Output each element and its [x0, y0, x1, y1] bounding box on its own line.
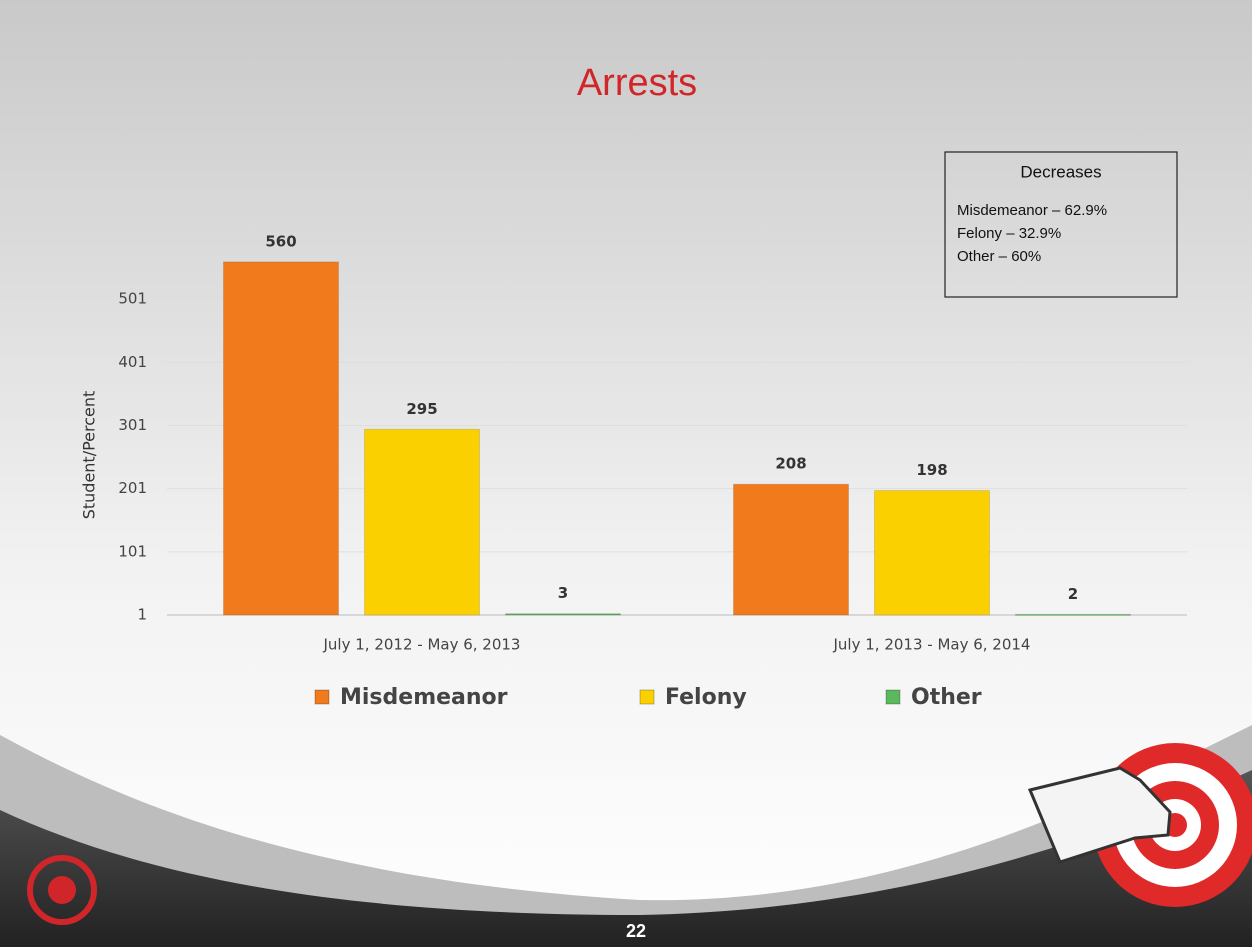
value-label: 208	[775, 455, 806, 473]
legend-label: Felony	[665, 685, 747, 710]
annotation-line: Misdemeanor – 62.9%	[957, 202, 1107, 219]
value-label: 3	[558, 584, 568, 602]
bar	[734, 484, 849, 615]
annotation-line: Other – 60%	[957, 248, 1041, 265]
value-label: 560	[265, 232, 296, 250]
annotation-title: Decreases	[1020, 162, 1101, 181]
y-tick-label: 301	[118, 416, 147, 434]
y-tick-label: 501	[118, 290, 147, 308]
slide: 22 Arrests Student/Percent Decreases Mis…	[0, 0, 1252, 947]
legend-swatch	[315, 690, 329, 704]
x-tick-label: July 1, 2013 - May 6, 2014	[833, 636, 1031, 654]
x-tick-label: July 1, 2012 - May 6, 2013	[323, 636, 521, 654]
bar	[1016, 614, 1131, 615]
y-tick-label: 201	[118, 479, 147, 497]
bar	[224, 262, 339, 615]
value-label: 295	[406, 400, 437, 418]
page-number: 22	[626, 921, 646, 941]
legend-label: Other	[911, 685, 982, 710]
legend-label: Misdemeanor	[340, 685, 508, 710]
annotation-line: Felony – 32.9%	[957, 225, 1061, 242]
y-tick-label: 101	[118, 542, 147, 560]
bar	[875, 491, 990, 615]
y-tick-label: 1	[137, 606, 147, 624]
y-tick-label: 401	[118, 353, 147, 371]
legend-swatch	[640, 690, 654, 704]
y-axis-label: Student/Percent	[80, 391, 99, 520]
legend-swatch	[886, 690, 900, 704]
value-label: 2	[1068, 585, 1078, 603]
bar	[365, 429, 480, 615]
value-label: 198	[916, 461, 947, 479]
chart-title: Arrests	[577, 62, 697, 104]
bar	[506, 614, 621, 615]
